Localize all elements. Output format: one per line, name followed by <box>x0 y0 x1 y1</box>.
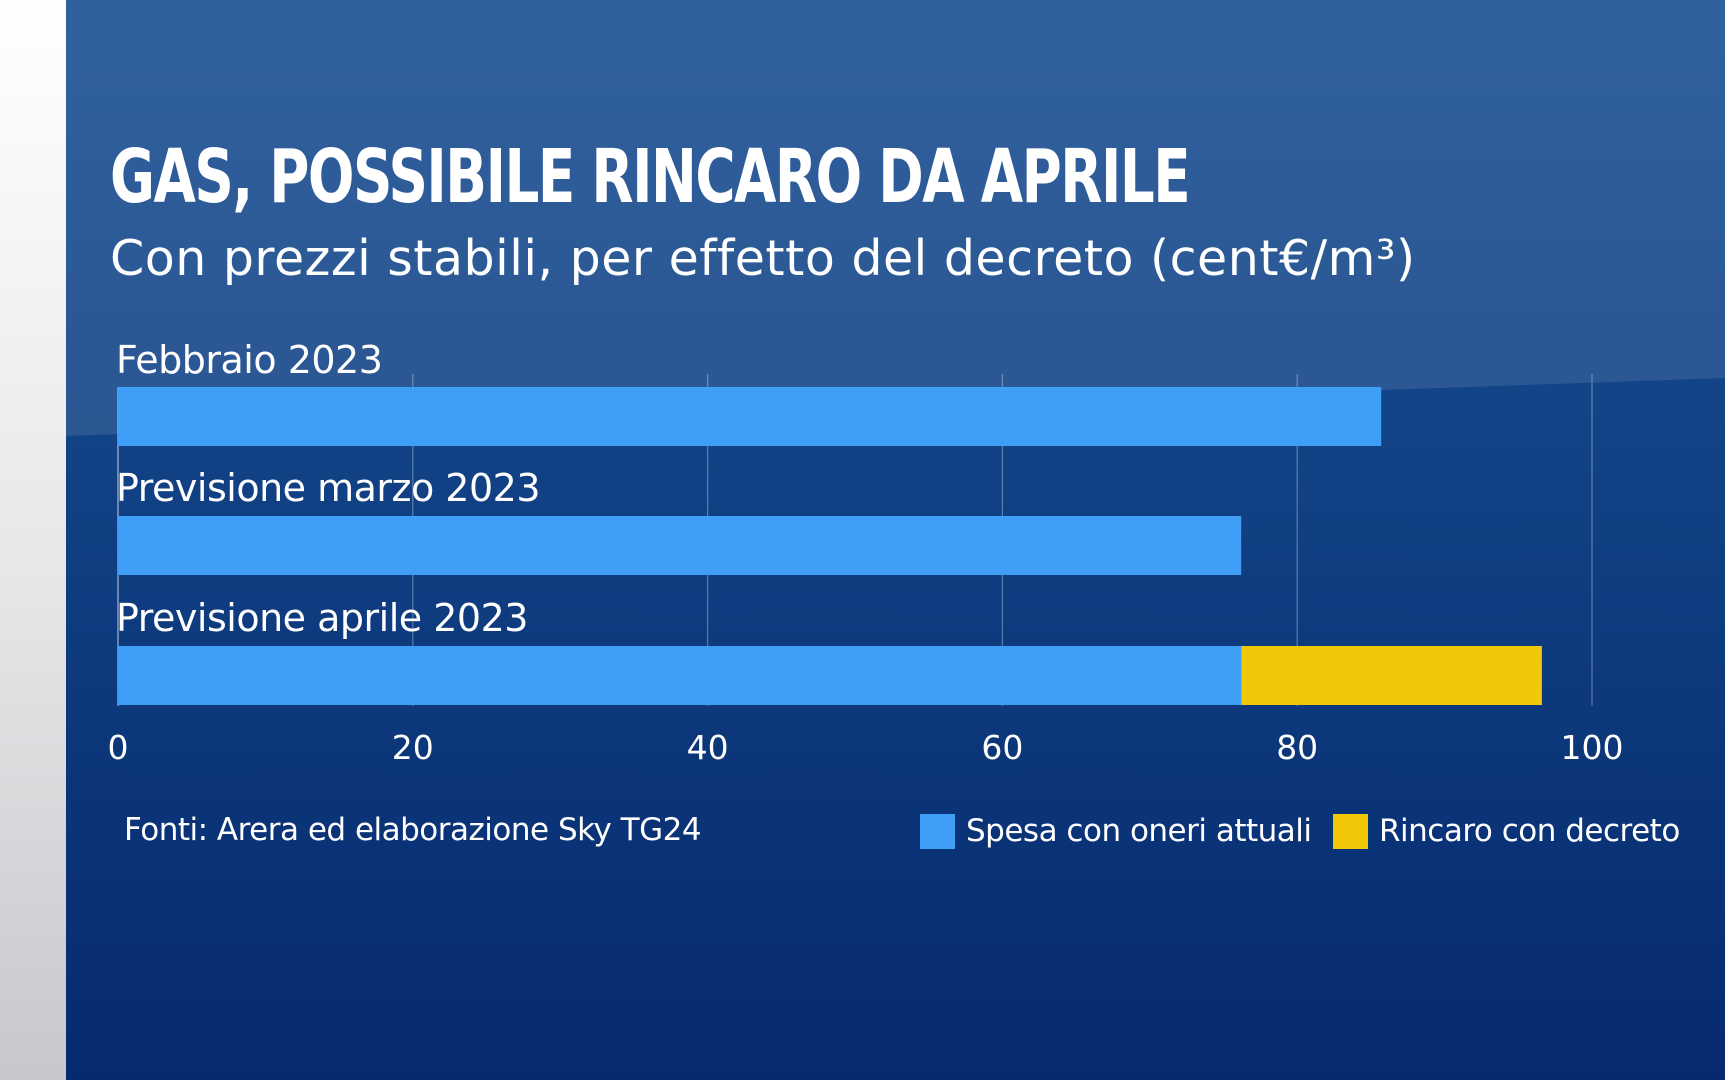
bar-increase-2 <box>1241 646 1542 705</box>
category-label: Previsione marzo 2023 <box>116 466 540 510</box>
chart-subtitle: Con prezzi stabili, per effetto del decr… <box>110 230 1416 287</box>
bar-current-1 <box>118 516 1242 575</box>
legend-label-increase: Rincaro con decreto <box>1379 812 1680 849</box>
bars <box>118 387 1542 705</box>
category-label: Previsione aprile 2023 <box>116 596 528 640</box>
x-tick-label: 20 <box>392 728 434 767</box>
bar-current-2 <box>118 646 1242 705</box>
x-tick-label: 0 <box>108 728 129 767</box>
legend-item-increase: Rincaro con decreto <box>1333 813 1680 849</box>
legend-swatch-increase <box>1333 813 1368 849</box>
category-label: Febbraio 2023 <box>116 338 382 382</box>
x-tick-label: 40 <box>687 728 729 767</box>
x-tick-label: 80 <box>1276 728 1318 767</box>
x-axis-ticks: 0 20 40 60 80 100 <box>108 728 1624 767</box>
bar-current-0 <box>118 387 1382 446</box>
legend-swatch-current <box>920 813 955 849</box>
x-tick-label: 100 <box>1561 728 1624 767</box>
x-tick-label: 60 <box>981 728 1023 767</box>
source-note: Fonti: Arera ed elaborazione Sky TG24 <box>124 812 702 848</box>
legend-item-current: Spesa con oneri attuali <box>920 813 1312 849</box>
background-glare <box>66 0 1725 436</box>
left-margin-strip <box>0 0 66 1080</box>
chart-title: GAS, POSSIBILE RINCARO DA APRILE <box>110 134 1191 220</box>
legend-label-current: Spesa con oneri attuali <box>966 812 1312 849</box>
category-labels: Febbraio 2023 Previsione marzo 2023 Previs… <box>116 338 541 640</box>
